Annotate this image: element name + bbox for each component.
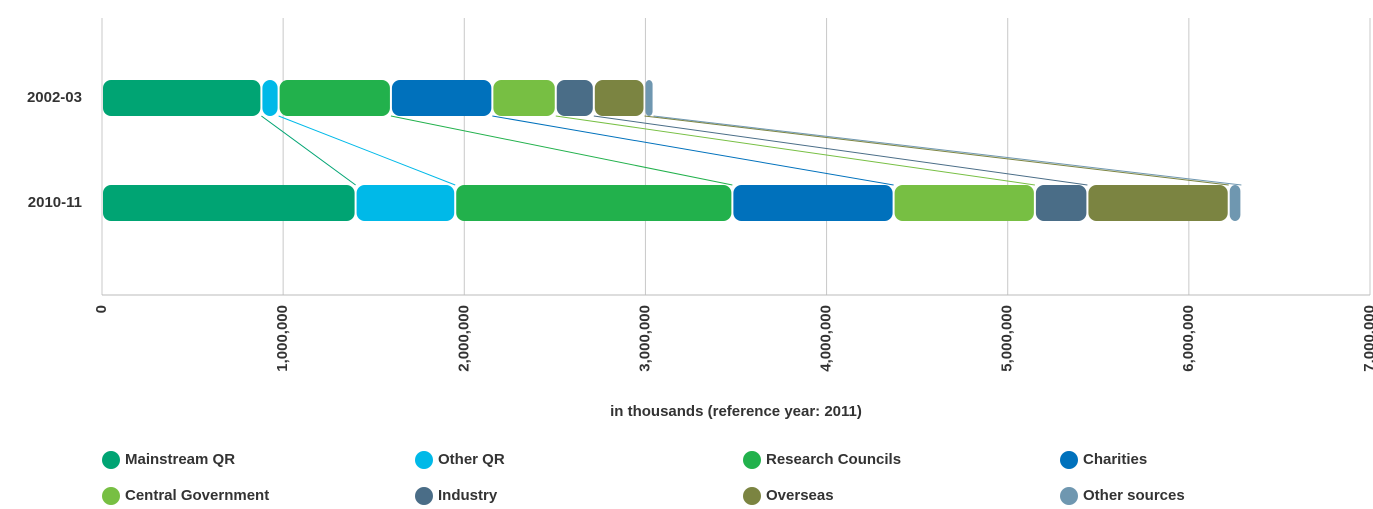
bar-segment bbox=[594, 80, 644, 116]
bar-segment bbox=[103, 185, 355, 221]
connector bbox=[278, 115, 456, 186]
x-tick-label: 0 bbox=[93, 305, 110, 313]
bar-segment bbox=[356, 185, 455, 221]
x-tick-label: 4,000,000 bbox=[818, 305, 835, 372]
legend-swatch bbox=[102, 487, 120, 505]
legend-swatch bbox=[415, 487, 433, 505]
connector bbox=[390, 115, 733, 186]
bar-segment bbox=[279, 80, 390, 116]
x-tick-label: 6,000,000 bbox=[1180, 305, 1197, 372]
x-tick-label: 2,000,000 bbox=[455, 305, 472, 372]
bar-segment bbox=[645, 80, 653, 116]
connector bbox=[492, 115, 894, 186]
connector bbox=[261, 115, 356, 186]
x-tick-label: 5,000,000 bbox=[999, 305, 1016, 372]
connector bbox=[593, 115, 1088, 186]
legend-swatch bbox=[743, 487, 761, 505]
connector bbox=[653, 115, 1242, 186]
x-tick-label: 7,000,000 bbox=[1361, 305, 1373, 372]
bar-segment bbox=[493, 80, 555, 116]
x-tick-label: 1,000,000 bbox=[274, 305, 291, 372]
bar-segment bbox=[556, 80, 593, 116]
y-tick-label: 2002-03 bbox=[27, 89, 82, 106]
bar-segment bbox=[262, 80, 278, 116]
legend-label: Industry bbox=[438, 487, 498, 504]
legend-swatch bbox=[743, 451, 761, 469]
legend-label: Other QR bbox=[438, 451, 505, 468]
bar-segment bbox=[1035, 185, 1087, 221]
legend-label: Other sources bbox=[1083, 487, 1185, 504]
legend-label: Research Councils bbox=[766, 451, 901, 468]
legend-label: Overseas bbox=[766, 487, 834, 504]
bar-segment bbox=[391, 80, 492, 116]
y-tick-label: 2010-11 bbox=[28, 194, 82, 211]
bar-segment bbox=[103, 80, 261, 116]
bar-segment bbox=[1088, 185, 1228, 221]
legend-label: Charities bbox=[1083, 451, 1147, 468]
connector bbox=[555, 115, 1035, 186]
bar-segment bbox=[894, 185, 1034, 221]
x-tick-label: 3,000,000 bbox=[636, 305, 653, 372]
legend-swatch bbox=[102, 451, 120, 469]
connector bbox=[644, 115, 1229, 186]
x-axis-label: in thousands (reference year: 2011) bbox=[610, 403, 862, 420]
bar-segment bbox=[456, 185, 732, 221]
bar-segment bbox=[733, 185, 893, 221]
legend-label: Mainstream QR bbox=[125, 451, 235, 468]
legend-swatch bbox=[1060, 451, 1078, 469]
legend-label: Central Government bbox=[125, 487, 269, 504]
bar-segment bbox=[1229, 185, 1241, 221]
legend-swatch bbox=[415, 451, 433, 469]
legend-swatch bbox=[1060, 487, 1078, 505]
